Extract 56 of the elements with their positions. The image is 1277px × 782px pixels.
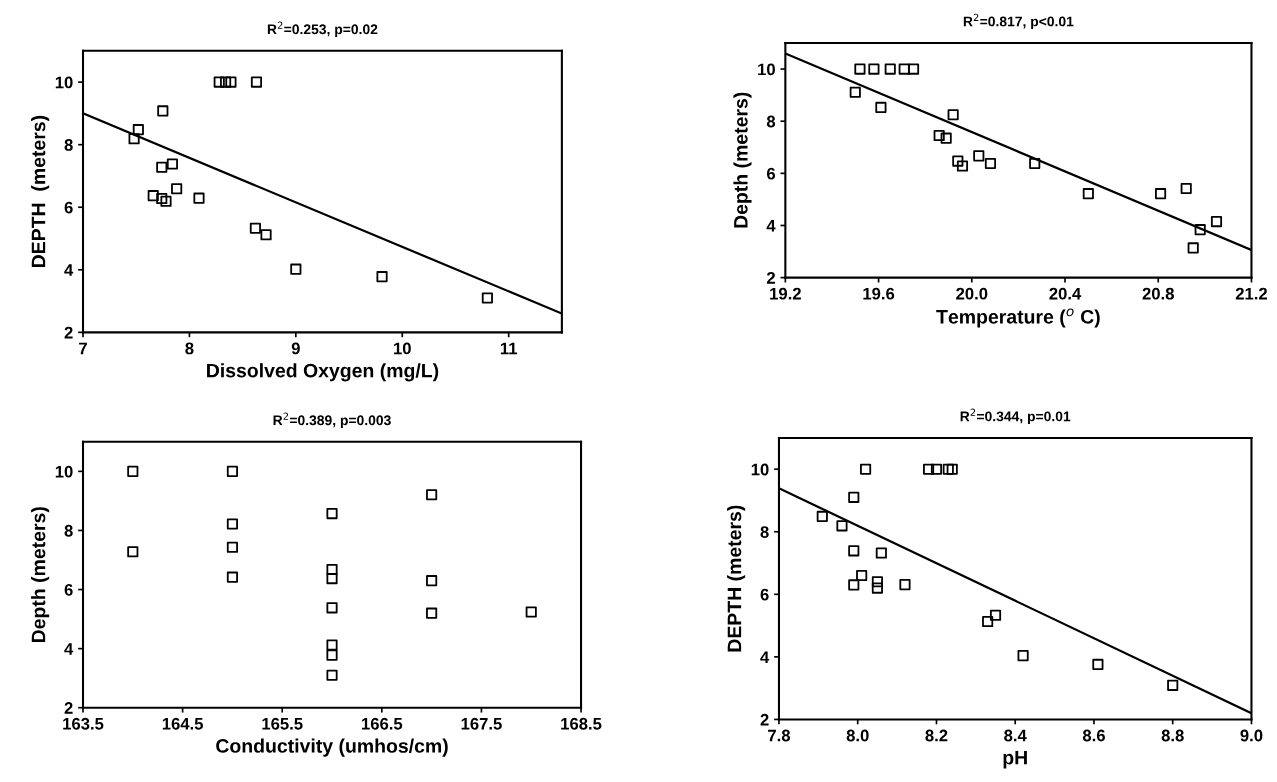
y-tick-label: 10 <box>751 463 769 476</box>
y-axis-title: Depth (meters) <box>31 507 50 643</box>
x-axis-title: Temperature ($^{o}$ C) <box>936 308 1100 328</box>
y-tick-label: 8 <box>64 139 73 151</box>
x-tick-label: 9 <box>291 342 300 355</box>
x-tick-label: 167.5 <box>461 717 502 730</box>
y-tick-label: 10 <box>55 76 73 89</box>
x-tick-label: 165.5 <box>262 717 303 730</box>
y-tick-label: 6 <box>760 588 769 601</box>
x-tick-label: 8.4 <box>1004 729 1027 742</box>
x-axis-title: pH <box>1003 750 1027 769</box>
x-tick-label: 11 <box>500 342 518 355</box>
y-tick-label: 2 <box>766 272 775 284</box>
x-tick-label: 164.5 <box>162 717 203 730</box>
y-tick-label: 6 <box>64 201 73 214</box>
y-tick-label: 4 <box>760 651 770 663</box>
y-tick-label: 6 <box>766 167 776 180</box>
x-tick-label: 8.8 <box>1161 729 1184 742</box>
x-tick-label: 163.5 <box>63 717 104 730</box>
y-tick-label: 4 <box>64 643 74 655</box>
x-tick-label: 8.6 <box>1082 729 1105 742</box>
x-tick-label: 20.8 <box>1142 287 1174 300</box>
x-axis-title: Conductivity (umhos/cm) <box>216 738 448 757</box>
y-tick-label: 10 <box>55 465 73 478</box>
x-tick-label: 8.0 <box>846 729 869 742</box>
y-tick-label: 8 <box>760 526 769 538</box>
x-tick-label: 20.0 <box>956 287 988 300</box>
y-tick-label: 6 <box>64 583 73 596</box>
x-tick-label: 19.2 <box>770 287 801 300</box>
chart-title: R$^{2}$=0.344, p=0.01 <box>960 408 1071 425</box>
x-tick-label: 8 <box>185 342 194 355</box>
chart-title: R$^{2}$=0.253, p=0.02 <box>267 21 378 37</box>
x-tick-label: 168.5 <box>561 717 602 730</box>
x-tick-label: 20.4 <box>1049 287 1082 300</box>
x-tick-label: 8.2 <box>925 729 948 742</box>
x-tick-label: 21.2 <box>1235 287 1268 300</box>
x-tick-label: 7 <box>79 342 87 355</box>
y-tick-label: 4 <box>766 220 776 232</box>
y-axis-title: DEPTH (meters) <box>727 505 746 652</box>
x-axis-title: Dissolved Oxygen (mg/L) <box>207 363 439 382</box>
x-tick-label: 166.5 <box>362 717 403 730</box>
y-tick-label: 8 <box>64 524 73 537</box>
x-tick-label: 7.8 <box>768 729 791 742</box>
y-tick-label: 2 <box>64 326 73 339</box>
x-tick-label: 10 <box>394 342 411 355</box>
chart-title: R$^{2}$=0.389, p=0.003 <box>273 412 391 428</box>
y-tick-label: 8 <box>766 115 776 128</box>
y-tick-label: 10 <box>758 63 775 76</box>
y-axis-title: Depth (meters) <box>733 92 752 228</box>
x-tick-label: 9.0 <box>1240 729 1263 742</box>
y-tick-label: 2 <box>760 713 769 726</box>
x-tick-label: 19.6 <box>863 287 895 300</box>
chart-title: R$^{2}$=0.817, p<0.01 <box>963 13 1074 30</box>
y-tick-label: 4 <box>64 264 74 276</box>
y-axis-title: DEPTH (meters) <box>31 115 50 267</box>
y-tick-label: 2 <box>64 702 73 714</box>
